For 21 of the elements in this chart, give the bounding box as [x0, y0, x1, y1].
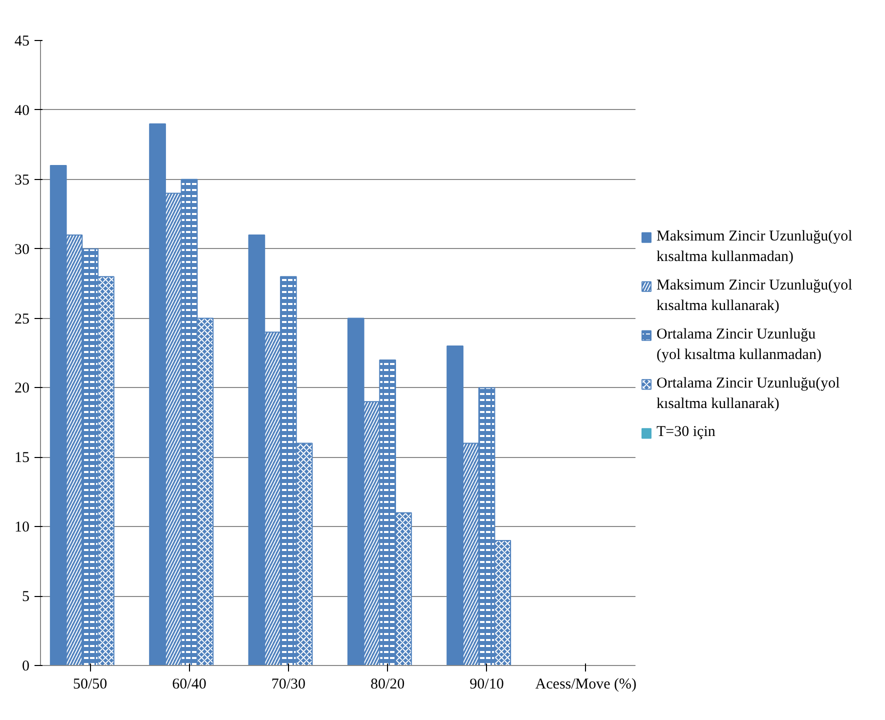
x-tick-label: Acess/Move (%)	[535, 676, 637, 692]
y-tick-label: 30	[14, 242, 30, 258]
y-tick-label: 20	[14, 380, 30, 397]
legend-label: Maksimum Zincir Uzunluğu(yol kısaltma kullanmadan)	[656, 228, 852, 266]
y-tick-label: 35	[14, 172, 30, 188]
legend-label: Ortalama Zincir Uzunluğu (yol kısaltma kullanmadan)	[656, 326, 822, 364]
x-tick-label: 60/40	[172, 676, 206, 692]
y-tick-label: 25	[14, 311, 30, 328]
y-tick-label: 0	[22, 658, 30, 674]
y-tick-label: 15	[14, 450, 30, 466]
y-tick-label: 45	[14, 34, 30, 50]
y-tick-label: 40	[14, 102, 30, 119]
x-tick-label: 90/10	[470, 676, 504, 692]
legend-label: Ortalama Zincir Uzunluğu(yol kısaltma kullanarak)	[656, 375, 840, 412]
legend-label: T=30 için	[656, 424, 716, 440]
x-tick-label: 80/20	[370, 676, 405, 692]
x-tick-label: 70/30	[271, 676, 306, 692]
y-tick-label: 10	[14, 520, 30, 536]
y-tick-label: 5	[22, 589, 30, 606]
legend-label: Maksimum Zincir Uzunluğu(yol kısaltma kullanarak)	[656, 277, 852, 314]
x-tick-label: 50/50	[73, 676, 108, 692]
